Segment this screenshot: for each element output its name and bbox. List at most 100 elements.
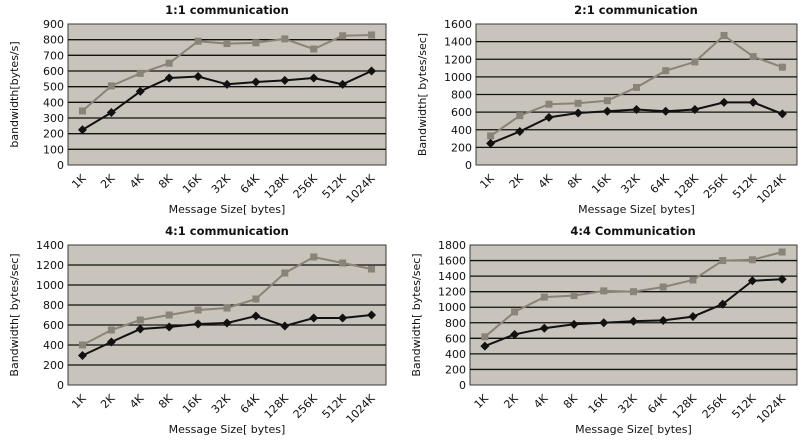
data-point [570, 292, 578, 300]
x-tick-label: 1K [472, 391, 492, 411]
data-point [691, 58, 699, 66]
y-tick-label: 200 [451, 141, 472, 154]
y-tick-label: 800 [451, 89, 472, 102]
data-point [777, 109, 787, 119]
data-point [573, 108, 583, 118]
y-tick-label: 0 [459, 379, 466, 392]
y-tick-label: 1400 [36, 239, 64, 252]
data-point [689, 276, 697, 284]
data-point [310, 253, 318, 261]
y-tick-label: 400 [43, 339, 64, 352]
data-point [778, 63, 786, 71]
x-tick-label: 4K [531, 391, 551, 411]
x-tick-label: 256K [291, 391, 321, 421]
data-point [658, 315, 668, 325]
data-point [480, 341, 490, 351]
data-point [222, 79, 232, 89]
x-tick-label: 64K [645, 391, 670, 416]
data-point [539, 323, 549, 333]
data-point [777, 274, 787, 284]
chart-panel-4: 4:4 Communication 0 200 400 600 800 1000 1200 14… [410, 224, 798, 436]
data-point [135, 86, 145, 96]
data-point [599, 318, 609, 328]
data-point [633, 83, 640, 91]
y-tick-label: 1800 [438, 239, 466, 252]
data-point [569, 319, 579, 329]
data-point [309, 313, 319, 323]
y-axis-label: Bandwidth[ bytes/sec] [410, 253, 423, 376]
y-tick-label: 400 [451, 124, 472, 137]
y-tick-label: 1600 [444, 18, 472, 31]
data-point [630, 288, 637, 296]
x-tick-label: 32K [209, 171, 234, 196]
y-tick-label: 1200 [438, 286, 466, 299]
y-tick-label: 600 [451, 106, 472, 119]
x-tick-label: 64K [238, 391, 263, 416]
x-tick-label: 2K [501, 391, 521, 411]
chart-panel-1: 1:1 communication 0 100 200 300 400 500 600 700 8… [8, 3, 387, 216]
data-point [252, 295, 260, 303]
data-point [510, 329, 520, 339]
x-tick-label: 128K [262, 171, 292, 201]
x-tick-label: 1K [69, 171, 89, 191]
y-tick-label: 200 [445, 363, 466, 376]
data-point [309, 73, 319, 83]
x-tick-label: 2K [98, 171, 118, 191]
x-tick-label: 1024K [344, 391, 379, 426]
x-tick-label: 16K [589, 171, 614, 196]
data-point [222, 318, 232, 328]
data-point [338, 79, 348, 89]
x-tick-label: 1K [477, 171, 497, 191]
y-tick-label: 0 [57, 159, 64, 172]
data-point [78, 341, 86, 349]
y-tick-label: 800 [43, 299, 64, 312]
x-tick-label: 4K [127, 171, 147, 191]
x-tick-label: 1K [69, 391, 89, 411]
x-tick-label: 8K [561, 391, 581, 411]
x-tick-label: 64K [238, 171, 263, 196]
y-tick-label: 200 [43, 359, 64, 372]
data-point [659, 283, 667, 291]
x-tick-label: 16K [180, 391, 205, 416]
data-point [516, 112, 524, 120]
x-tick-label: 2K [507, 171, 527, 191]
x-axis-label: Message Size[ bytes] [578, 203, 695, 216]
x-tick-label: 8K [565, 171, 585, 191]
data-point [481, 333, 489, 341]
data-point [280, 321, 290, 331]
data-point [135, 324, 145, 334]
y-tick-label: 600 [43, 319, 64, 332]
data-point [165, 59, 173, 67]
data-point [718, 299, 728, 309]
y-tick-label: 0 [465, 159, 472, 172]
data-point [107, 326, 115, 334]
x-tick-label: 4K [536, 171, 556, 191]
x-tick-label: 8K [156, 391, 176, 411]
y-tick-label: 1400 [438, 270, 466, 283]
data-point [281, 269, 289, 277]
x-tick-label: 16K [586, 391, 611, 416]
data-point [661, 106, 671, 116]
y-tick-label: 400 [445, 348, 466, 361]
data-point [338, 313, 348, 323]
x-tick-label: 2K [98, 391, 118, 411]
data-point [280, 75, 290, 85]
data-point [600, 287, 608, 295]
data-point [778, 248, 786, 256]
y-tick-label: 1400 [444, 36, 472, 49]
plot-area [67, 244, 387, 386]
data-point [632, 104, 641, 114]
data-point [603, 97, 611, 105]
data-point [252, 39, 260, 47]
data-point [629, 316, 638, 326]
data-point [602, 106, 612, 116]
y-tick-label: 1200 [36, 259, 64, 272]
data-point [540, 293, 548, 301]
x-tick-label: 256K [701, 171, 731, 201]
data-point [165, 311, 173, 319]
data-point [747, 276, 757, 286]
x-tick-label: 64K [648, 171, 673, 196]
y-tick-label: 700 [43, 49, 64, 62]
data-point [136, 316, 144, 324]
